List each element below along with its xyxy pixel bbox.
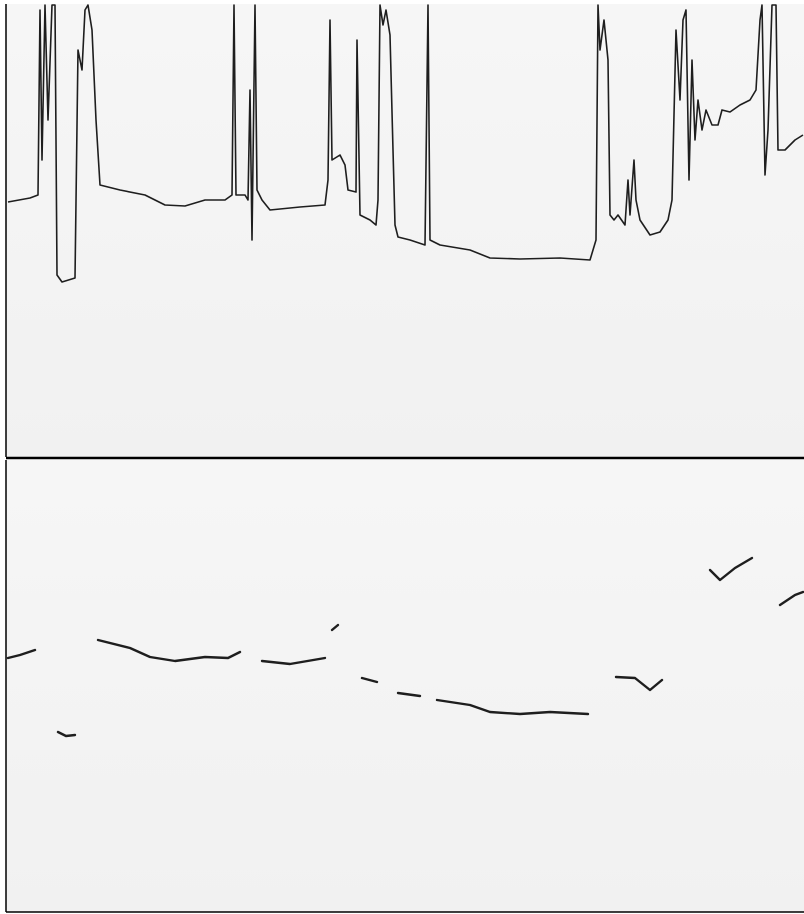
fragment xyxy=(435,698,590,716)
fragment xyxy=(778,590,804,607)
panel-background xyxy=(6,460,804,912)
fragment xyxy=(260,656,327,666)
fragment xyxy=(96,638,242,663)
fragment xyxy=(396,691,422,698)
fragment xyxy=(708,556,754,582)
top-panel xyxy=(5,4,804,457)
panel-background xyxy=(6,4,804,457)
fragment xyxy=(330,623,340,632)
fragment xyxy=(360,676,379,684)
trace-line xyxy=(7,4,804,283)
trace-fragments xyxy=(6,556,804,738)
fragment xyxy=(614,675,664,692)
fragment xyxy=(6,648,37,660)
bottom-panel xyxy=(5,460,804,913)
fragment xyxy=(56,730,77,738)
